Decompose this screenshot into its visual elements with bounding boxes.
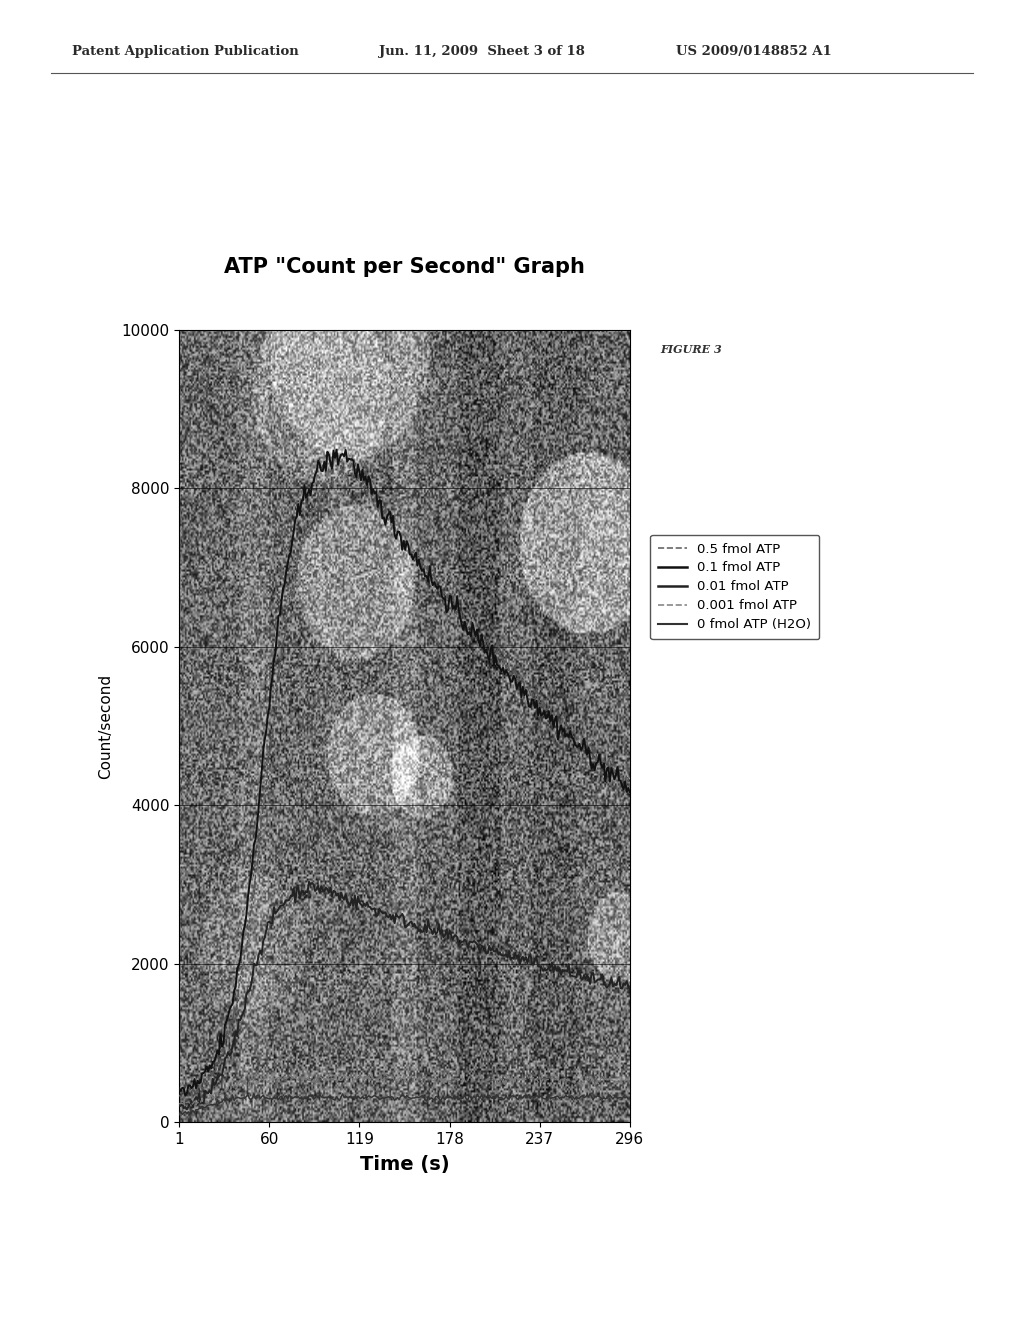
Text: Patent Application Publication: Patent Application Publication	[72, 45, 298, 58]
X-axis label: Time (s): Time (s)	[359, 1155, 450, 1173]
Y-axis label: Count/second: Count/second	[98, 673, 113, 779]
Text: Jun. 11, 2009  Sheet 3 of 18: Jun. 11, 2009 Sheet 3 of 18	[379, 45, 585, 58]
Legend: 0.5 fmol ATP, 0.1 fmol ATP, 0.01 fmol ATP, 0.001 fmol ATP, 0 fmol ATP (H2O): 0.5 fmol ATP, 0.1 fmol ATP, 0.01 fmol AT…	[650, 535, 819, 639]
Text: FIGURE 3: FIGURE 3	[660, 345, 722, 355]
Text: ATP "Count per Second" Graph: ATP "Count per Second" Graph	[224, 257, 585, 277]
Text: US 2009/0148852 A1: US 2009/0148852 A1	[676, 45, 831, 58]
